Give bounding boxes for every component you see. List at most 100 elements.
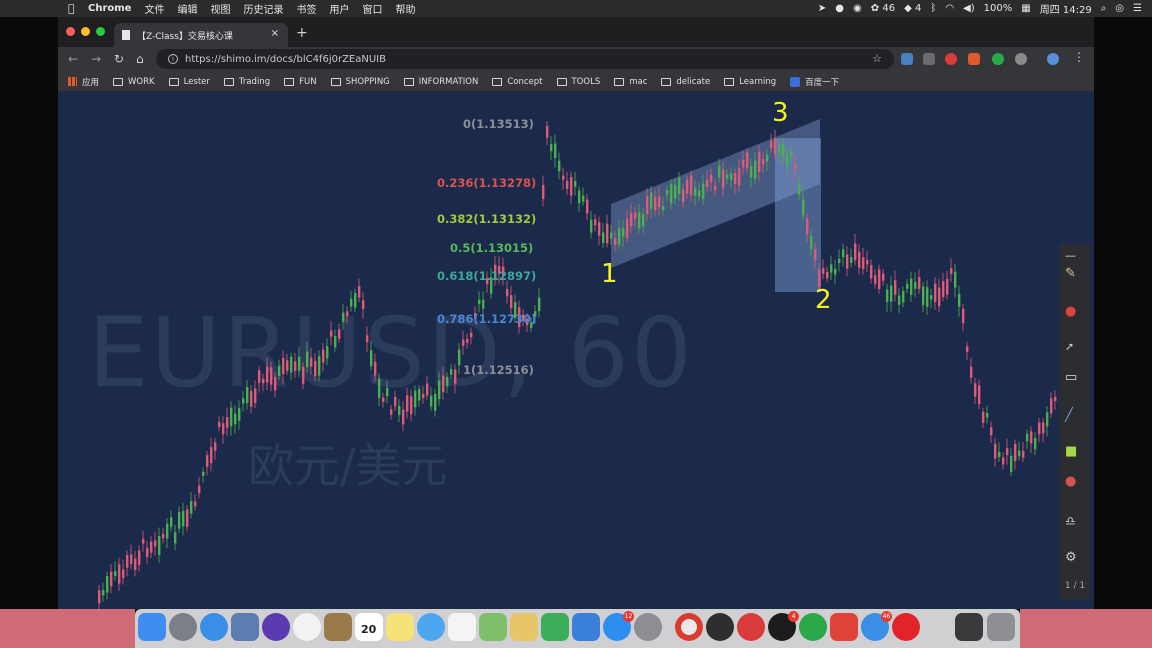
candle-body xyxy=(390,409,393,415)
launchpad-icon[interactable] xyxy=(169,613,197,641)
bookmark-folder-trading[interactable]: Trading xyxy=(223,77,270,87)
eraser-icon[interactable]: ▭ xyxy=(1065,370,1078,385)
extension-evernote-icon[interactable] xyxy=(992,53,1004,65)
system-preferences-icon[interactable] xyxy=(634,613,662,641)
music-icon[interactable] xyxy=(293,613,321,641)
spotlight-icon[interactable]: ⌕ xyxy=(1100,3,1107,14)
address-bar[interactable]: i https://shimo.im/docs/blC4f6j0rZEaNUIB… xyxy=(156,49,894,69)
calendar-icon[interactable] xyxy=(355,613,383,641)
chrome-dock-icon[interactable] xyxy=(675,613,703,641)
wifi-icon[interactable]: ◠ xyxy=(945,3,955,14)
preview-icon[interactable] xyxy=(231,613,259,641)
extension-translate-icon[interactable] xyxy=(901,53,913,65)
netease-music-icon[interactable] xyxy=(892,613,920,641)
mail-app-icon[interactable]: 46 xyxy=(861,611,892,641)
safari-icon[interactable] xyxy=(200,613,228,641)
pages-pen-icon[interactable] xyxy=(706,613,734,641)
zoom-window-button[interactable] xyxy=(96,27,105,36)
extension-tool-icon[interactable] xyxy=(923,53,935,65)
bookmark-folder-information[interactable]: INFORMATION xyxy=(403,77,478,87)
line-tool-icon[interactable]: ╱ xyxy=(1065,408,1073,423)
input-method-icon[interactable]: ▦ xyxy=(1021,3,1031,14)
minimize-window-button[interactable] xyxy=(81,27,90,36)
forward-button[interactable]: → xyxy=(91,52,102,66)
stamp-icon[interactable]: ♎ xyxy=(1065,514,1076,528)
candle-body xyxy=(586,199,589,214)
collapse-icon[interactable]: — xyxy=(1065,249,1076,262)
bookmark-star-icon[interactable]: ☆ xyxy=(872,52,882,65)
photos-icon[interactable] xyxy=(510,613,538,641)
chrome-menu-icon[interactable]: ⋮ xyxy=(1073,50,1085,64)
tab-close-icon[interactable]: × xyxy=(270,28,279,39)
numbers-icon[interactable] xyxy=(541,613,569,641)
badge-app-icon[interactable]: ◉ xyxy=(853,3,862,14)
menu-bookmarks[interactable]: 书签 xyxy=(296,5,317,16)
menu-help[interactable]: 帮助 xyxy=(395,5,416,16)
record-color-icon[interactable]: ● xyxy=(1065,474,1077,489)
keynote-icon[interactable] xyxy=(572,613,600,641)
extension-orange-icon[interactable] xyxy=(968,53,980,65)
messages-icon[interactable] xyxy=(417,613,445,641)
bookmark-folder-lester[interactable]: Lester xyxy=(168,77,210,87)
location-icon[interactable]: ➤ xyxy=(817,3,827,14)
bookmark-baidu[interactable]: 百度一下 xyxy=(790,76,839,88)
new-tab-button[interactable]: + xyxy=(296,25,308,41)
finder-icon[interactable] xyxy=(138,613,166,641)
menu-edit[interactable]: 编辑 xyxy=(177,5,198,16)
maps-icon[interactable] xyxy=(479,613,507,641)
siri-dock-icon[interactable] xyxy=(262,613,290,641)
notefile-icon[interactable] xyxy=(324,613,352,641)
candle-body xyxy=(962,308,965,324)
wechat-status[interactable]: ✿ 46 xyxy=(870,3,896,14)
volume-icon[interactable]: ◀) xyxy=(963,3,975,14)
bookmark-apps[interactable]: 应用 xyxy=(68,76,99,88)
candle-body xyxy=(758,152,761,173)
red-app-icon[interactable] xyxy=(737,613,765,641)
pen-icon[interactable]: ✎ xyxy=(1065,266,1076,281)
bookmark-folder-delicate[interactable]: delicate xyxy=(661,77,710,87)
evernote-dock-icon[interactable] xyxy=(799,613,827,641)
clock[interactable]: 周四 14:29 xyxy=(1039,5,1092,16)
bluetooth-icon[interactable]: ᛒ xyxy=(930,3,937,14)
qq-icon[interactable]: 4 xyxy=(768,611,799,641)
highlighter-icon[interactable]: ■ xyxy=(1065,444,1078,459)
menu-view[interactable]: 视图 xyxy=(210,5,231,16)
site-info-icon[interactable]: i xyxy=(168,54,178,64)
xmind-icon[interactable] xyxy=(830,613,858,641)
menu-app-name[interactable]: Chrome xyxy=(88,3,132,14)
bookmark-folder-concept[interactable]: Concept xyxy=(492,77,543,87)
back-button[interactable]: ← xyxy=(68,52,79,66)
bookmark-folder-work[interactable]: WORK xyxy=(113,77,155,87)
extension-red-icon[interactable] xyxy=(945,53,957,65)
bookmark-folder-learning[interactable]: Learning xyxy=(724,77,776,87)
pointer-icon[interactable]: ➚ xyxy=(1065,340,1075,353)
settings-gear-icon[interactable]: ⚙ xyxy=(1065,550,1077,565)
notification-center-icon[interactable]: ☰ xyxy=(1133,3,1142,14)
extension-cloud-icon[interactable] xyxy=(1015,53,1027,65)
profile-avatar[interactable] xyxy=(1047,53,1059,65)
battery-status[interactable]: 100% xyxy=(983,3,1013,14)
active-tab[interactable]: 【Z-Class】交易核心课 × xyxy=(114,23,288,47)
notification-status[interactable]: ◆ 4 xyxy=(904,3,922,14)
bookmark-folder-shopping[interactable]: SHOPPING xyxy=(330,77,390,87)
menu-people[interactable]: 用户 xyxy=(329,5,350,16)
menu-history[interactable]: 历史记录 xyxy=(243,5,284,16)
apple-menu-icon[interactable]:  xyxy=(68,2,88,15)
app-store-icon[interactable]: 12 xyxy=(603,611,634,641)
menu-window[interactable]: 窗口 xyxy=(362,5,383,16)
reload-button[interactable]: ↻ xyxy=(114,52,125,66)
bookmark-folder-tools[interactable]: TOOLS xyxy=(556,77,600,87)
siri-icon[interactable]: ◎ xyxy=(1115,3,1125,14)
reminders-icon[interactable] xyxy=(448,613,476,641)
notes-icon[interactable] xyxy=(386,613,414,641)
record-icon[interactable]: ● xyxy=(835,3,845,14)
candle-body xyxy=(398,405,401,415)
color-red-icon[interactable]: ● xyxy=(1065,304,1077,319)
trash-icon[interactable] xyxy=(987,613,1015,641)
menu-file[interactable]: 文件 xyxy=(144,5,165,16)
home-button[interactable]: ⌂ xyxy=(136,52,144,66)
downloads-stack-icon[interactable] xyxy=(955,613,983,641)
bookmark-folder-fun[interactable]: FUN xyxy=(284,77,317,87)
bookmark-folder-mac[interactable]: mac xyxy=(614,77,647,87)
close-window-button[interactable] xyxy=(66,27,75,36)
